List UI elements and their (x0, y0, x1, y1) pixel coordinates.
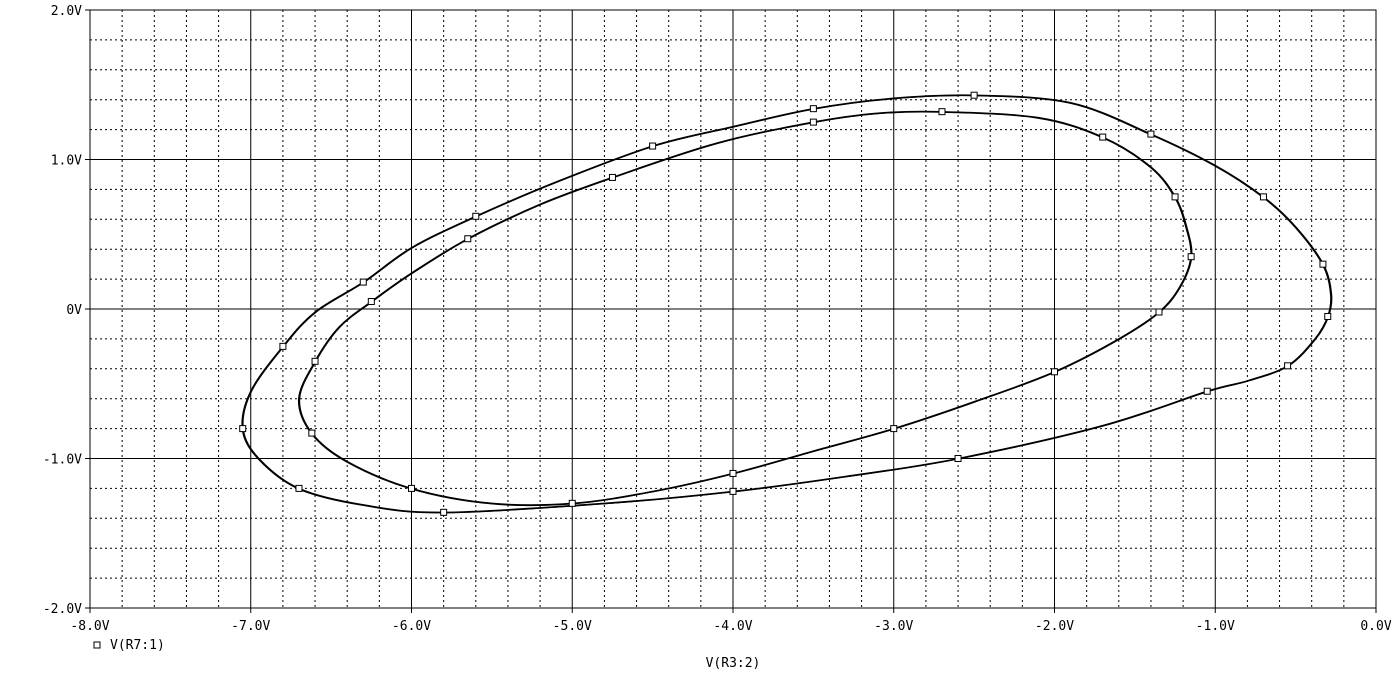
data-marker (938, 108, 946, 116)
x-tick-label: -2.0V (1035, 619, 1074, 634)
x-tick-label: -5.0V (553, 619, 592, 634)
data-marker (308, 429, 316, 437)
x-tick-label: -8.0V (70, 619, 109, 634)
data-marker (279, 342, 287, 350)
y-tick-labels: 2.0V 1.0V 0V -1.0V -2.0V (43, 4, 82, 617)
x-tick-label: -1.0V (1196, 619, 1235, 634)
major-grid (85, 9, 1377, 613)
data-marker (1099, 133, 1107, 141)
data-marker (954, 455, 962, 462)
data-marker (1324, 312, 1332, 320)
y-tick-label: 2.0V (51, 4, 82, 19)
data-marker (472, 212, 480, 220)
data-marker (809, 118, 817, 126)
data-marker (1187, 253, 1195, 261)
data-marker (890, 425, 898, 433)
y-tick-label: 0V (66, 303, 82, 318)
legend-square-marker (93, 641, 101, 649)
y-tick-label: -2.0V (43, 602, 82, 617)
y-tick-label: 1.0V (51, 154, 82, 169)
data-marker (1203, 387, 1211, 395)
x-tick-label: -6.0V (392, 619, 431, 634)
x-tick-label: -7.0V (231, 619, 270, 634)
data-marker (359, 278, 367, 286)
y-tick-label: -1.0V (43, 453, 82, 468)
minor-grid (90, 10, 1376, 608)
legend-label: V(R7:1) (110, 638, 165, 653)
series-layer (241, 94, 1333, 514)
data-marker (729, 487, 737, 495)
data-marker (568, 499, 576, 507)
data-marker (1259, 193, 1267, 201)
data-marker (367, 298, 375, 306)
data-marker (295, 484, 303, 492)
plot-frame (89, 9, 1377, 609)
trajectory-inner-loop (298, 110, 1193, 506)
data-marker (464, 235, 472, 243)
data-marker (1171, 193, 1179, 201)
legend: V(R7:1) (93, 638, 165, 653)
data-marker (1319, 260, 1327, 268)
x-tick-label: 0.0V (1360, 619, 1391, 634)
x-tick-label: -4.0V (713, 619, 752, 634)
data-marker (311, 357, 319, 365)
data-marker (608, 173, 616, 181)
data-marker (408, 484, 415, 492)
data-marker (729, 469, 737, 477)
data-marker (1155, 308, 1163, 316)
data-marker (440, 508, 448, 516)
data-marker (1147, 130, 1155, 138)
x-axis-label: V(R3:2) (706, 656, 761, 671)
data-marker (1051, 368, 1058, 376)
x-tick-label: -3.0V (874, 619, 913, 634)
marker-layer (239, 91, 1332, 516)
data-marker (649, 142, 657, 150)
data-marker (809, 105, 817, 113)
data-marker (239, 425, 247, 433)
data-marker (1284, 362, 1292, 370)
x-tick-labels: -8.0V -7.0V -6.0V -5.0V -4.0V -3.0V -2.0V -1.0V… (70, 619, 1391, 634)
data-marker (970, 91, 978, 99)
